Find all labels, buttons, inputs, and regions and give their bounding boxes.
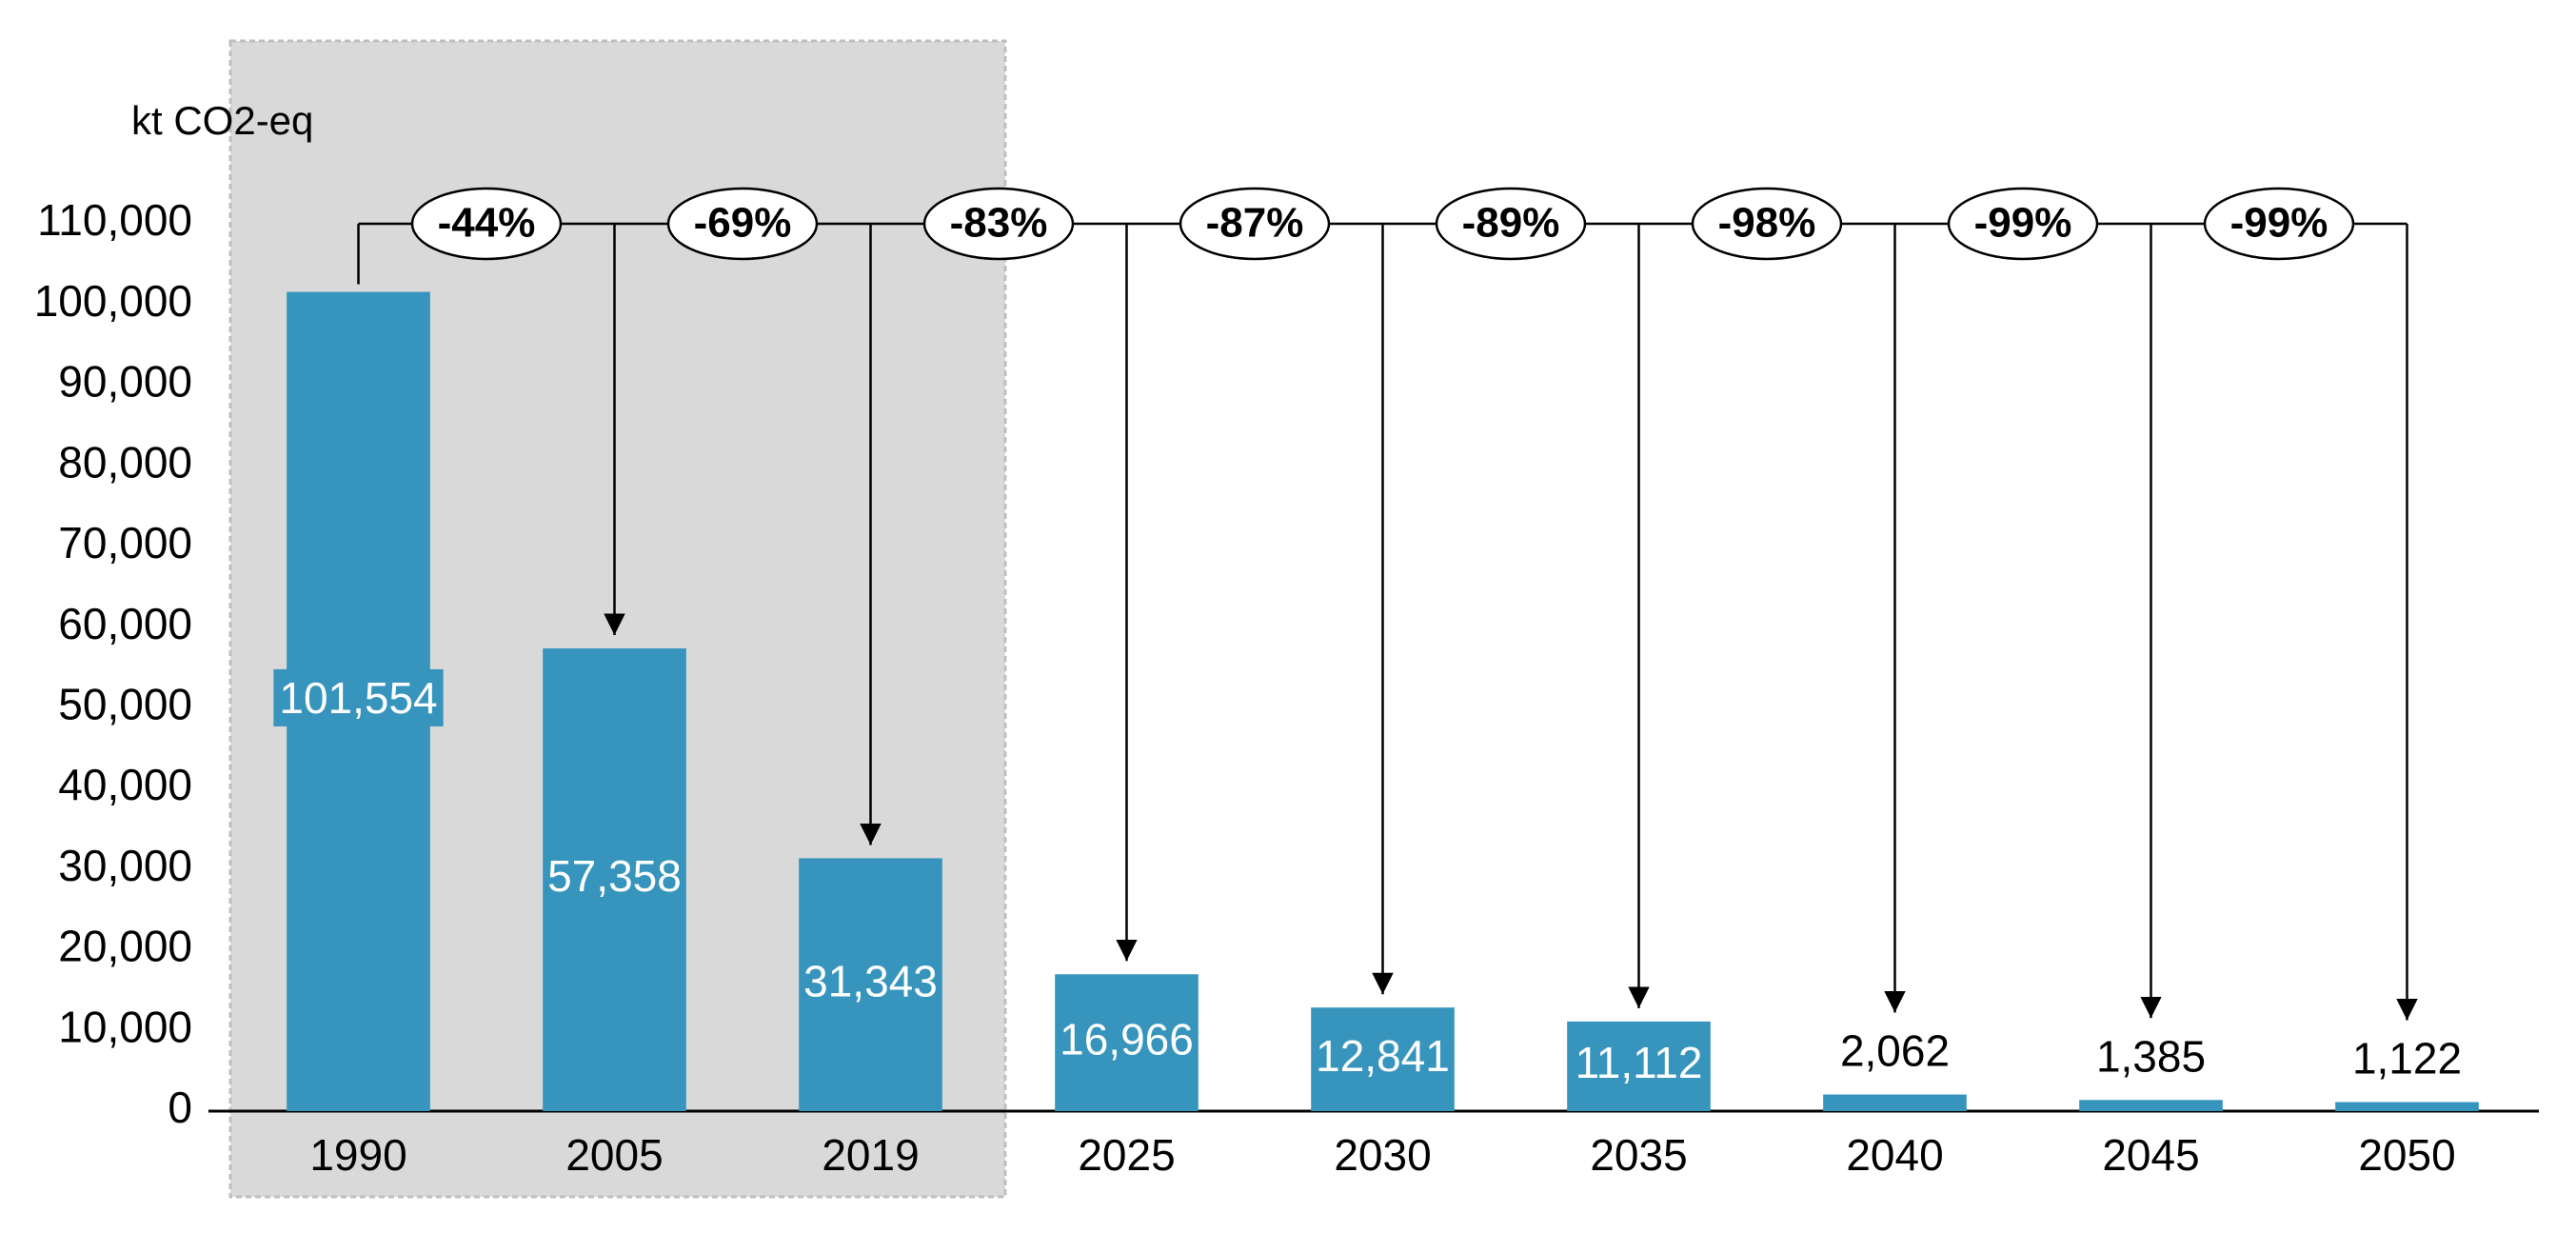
value-label: 1,122 bbox=[2352, 1034, 2462, 1084]
value-label: 31,343 bbox=[803, 956, 938, 1005]
y-tick-label: 70,000 bbox=[58, 518, 192, 567]
change-badge bbox=[410, 187, 563, 261]
change-label: -99% bbox=[1974, 200, 2072, 247]
value-label: 2,062 bbox=[1840, 1026, 1950, 1076]
y-tick-label: 100,000 bbox=[34, 276, 192, 326]
x-tick-label: 2050 bbox=[2358, 1130, 2455, 1180]
x-tick-label: 2030 bbox=[1334, 1130, 1431, 1180]
change-badge bbox=[1947, 187, 2099, 261]
change-badge bbox=[922, 187, 1075, 261]
x-tick-label: 2045 bbox=[2102, 1130, 2199, 1180]
value-label: 1,385 bbox=[2096, 1031, 2206, 1081]
y-tick-label: 40,000 bbox=[58, 760, 192, 809]
y-tick-label: 90,000 bbox=[58, 357, 192, 407]
change-badge bbox=[666, 187, 819, 261]
y-tick-label: 60,000 bbox=[58, 599, 192, 648]
bar bbox=[1055, 974, 1199, 1111]
x-tick-label: 2019 bbox=[822, 1130, 919, 1180]
change-label: -69% bbox=[694, 200, 792, 247]
change-badge bbox=[1179, 187, 1331, 261]
value-label: 11,112 bbox=[1575, 1038, 1703, 1087]
bar bbox=[1823, 1094, 1967, 1111]
change-label: -98% bbox=[1718, 200, 1816, 247]
value-label: 57,358 bbox=[547, 851, 682, 901]
x-tick-label: 1990 bbox=[309, 1130, 406, 1180]
y-tick-label: 0 bbox=[168, 1083, 192, 1132]
change-label: -87% bbox=[1206, 200, 1304, 247]
change-label: -44% bbox=[438, 200, 536, 247]
value-label-bg bbox=[273, 668, 444, 726]
change-badge bbox=[2203, 187, 2355, 261]
bar bbox=[799, 858, 942, 1111]
y-tick-label: 110,000 bbox=[37, 195, 192, 245]
change-label: -83% bbox=[950, 200, 1048, 247]
y-tick-label: 20,000 bbox=[58, 922, 192, 971]
bar bbox=[2335, 1102, 2479, 1111]
x-tick-label: 2040 bbox=[1846, 1130, 1943, 1180]
bar bbox=[1567, 1021, 1711, 1111]
bar bbox=[2079, 1100, 2223, 1111]
bar bbox=[543, 648, 686, 1111]
y-tick-label: 80,000 bbox=[58, 437, 192, 487]
y-tick-label: 10,000 bbox=[58, 1002, 192, 1051]
bar bbox=[1311, 1007, 1455, 1111]
change-label: -99% bbox=[2230, 200, 2328, 247]
change-badge bbox=[1691, 187, 1843, 261]
y-tick-label: 30,000 bbox=[58, 841, 192, 890]
value-label: 101,554 bbox=[279, 673, 437, 723]
y-tick-label: 50,000 bbox=[58, 680, 192, 729]
x-tick-label: 2035 bbox=[1590, 1130, 1687, 1180]
value-label: 12,841 bbox=[1316, 1031, 1450, 1081]
x-tick-label: 2005 bbox=[565, 1130, 663, 1180]
change-badge bbox=[1435, 187, 1587, 261]
change-label: -89% bbox=[1462, 200, 1560, 247]
x-tick-label: 2025 bbox=[1078, 1130, 1175, 1180]
value-label: 16,966 bbox=[1060, 1014, 1194, 1064]
y-axis-label: kt CO2-eq bbox=[131, 98, 313, 143]
